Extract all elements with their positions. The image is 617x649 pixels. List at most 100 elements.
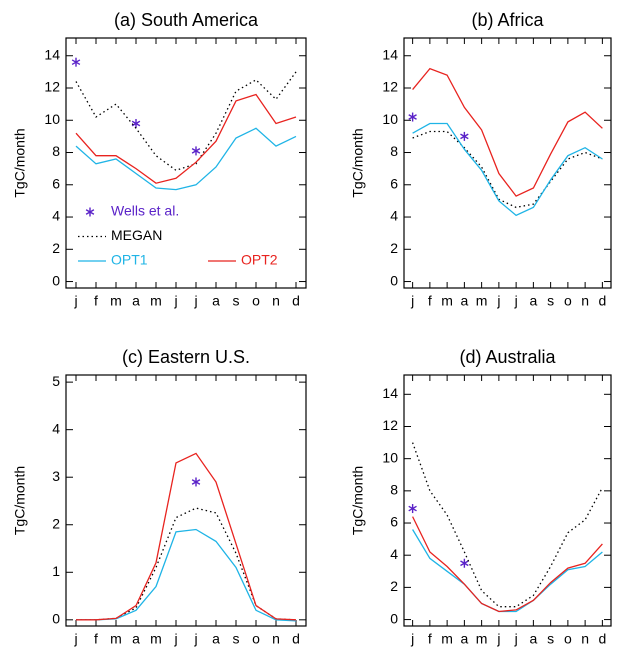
x-tick-label: m xyxy=(476,293,488,309)
y-tick-label: 0 xyxy=(390,610,398,626)
axes-frame xyxy=(403,374,612,627)
x-tick-label: n xyxy=(272,293,280,309)
x-tick-label: o xyxy=(252,293,260,309)
marker-stroke xyxy=(191,479,201,485)
x-tick-label: f xyxy=(94,631,98,647)
y-tick-label: 0 xyxy=(52,272,60,288)
x-tick-label: n xyxy=(581,631,589,647)
x-tick-label: m xyxy=(110,631,122,647)
x-tick-label: o xyxy=(252,631,260,647)
marker-stroke xyxy=(71,59,81,66)
x-tick-label: a xyxy=(529,631,537,647)
series-line xyxy=(76,452,297,621)
x-tick-label: d xyxy=(292,293,300,309)
axes-frame xyxy=(65,374,307,627)
x-tick-label: m xyxy=(441,631,453,647)
x-tick-label: n xyxy=(581,293,589,309)
marker-stroke xyxy=(191,148,201,154)
series-line xyxy=(76,507,297,621)
y-tick-label: 4 xyxy=(52,420,60,436)
marker xyxy=(460,558,469,568)
marker xyxy=(408,112,417,122)
y-tick-label: 14 xyxy=(382,46,398,62)
series-line xyxy=(411,442,603,608)
y-tick-label: 14 xyxy=(382,385,398,401)
x-tick-label: a xyxy=(132,631,140,647)
legend-label: MEGAN xyxy=(111,227,162,243)
series-line xyxy=(412,122,603,217)
y-tick-label: 4 xyxy=(390,546,398,562)
axes-frame xyxy=(65,37,307,289)
marker-stroke xyxy=(460,560,469,567)
x-tick-label: j xyxy=(514,293,518,309)
y-tick-label: 0 xyxy=(52,611,60,627)
y-tick-label: 12 xyxy=(382,417,398,433)
x-tick-label: f xyxy=(428,293,432,309)
marker xyxy=(191,146,201,156)
y-tick-label: 6 xyxy=(52,175,60,191)
y-tick-label: 1 xyxy=(52,563,60,579)
legend-label: OPT2 xyxy=(241,252,278,268)
y-tick-label: 6 xyxy=(390,175,398,191)
y-tick-label: 2 xyxy=(390,578,398,594)
marker xyxy=(460,131,469,141)
x-tick-label: m xyxy=(150,293,162,309)
marker-stroke xyxy=(85,209,95,215)
x-tick-label: a xyxy=(460,631,468,647)
y-tick-label: 5 xyxy=(52,373,60,389)
legend-label: Wells et al. xyxy=(111,203,179,219)
y-tick-label: 2 xyxy=(52,240,60,256)
x-tick-label: d xyxy=(292,631,300,647)
x-tick-label: a xyxy=(212,631,220,647)
x-tick-label: o xyxy=(564,293,572,309)
x-tick-label: j xyxy=(410,293,414,309)
plot-area xyxy=(76,452,297,622)
y-axis-label: TgC/month xyxy=(12,128,28,197)
legend-label: OPT1 xyxy=(111,252,148,268)
marker xyxy=(191,477,201,487)
series-line xyxy=(412,67,603,197)
series-line xyxy=(412,529,603,613)
x-tick-label: s xyxy=(547,631,554,647)
y-tick-label: 12 xyxy=(382,79,398,95)
y-axis-label: TgC/month xyxy=(350,466,366,535)
plot-area xyxy=(408,67,603,217)
x-tick-label: j xyxy=(496,293,500,309)
panel-title: (c) Eastern U.S. xyxy=(122,347,250,367)
y-tick-label: 10 xyxy=(382,111,398,127)
x-tick-label: s xyxy=(547,293,554,309)
y-tick-label: 10 xyxy=(44,111,60,127)
x-tick-label: m xyxy=(150,631,162,647)
x-tick-label: j xyxy=(496,631,500,647)
marker-stroke xyxy=(408,114,417,120)
x-tick-label: a xyxy=(132,293,140,309)
x-tick-label: a xyxy=(529,293,537,309)
axes-frame xyxy=(403,37,612,289)
marker xyxy=(408,504,417,514)
x-tick-label: j xyxy=(193,631,197,647)
y-tick-label: 10 xyxy=(382,449,398,465)
y-tick-label: 0 xyxy=(390,272,398,288)
x-tick-label: j xyxy=(514,631,518,647)
y-tick-label: 8 xyxy=(390,143,398,159)
x-tick-label: a xyxy=(212,293,220,309)
marker xyxy=(131,118,141,128)
x-tick-label: j xyxy=(173,631,177,647)
x-tick-label: j xyxy=(193,293,197,309)
x-tick-label: j xyxy=(173,293,177,309)
marker-stroke xyxy=(460,133,469,140)
marker-stroke xyxy=(131,120,141,127)
x-tick-label: j xyxy=(410,631,414,647)
plot-area xyxy=(71,57,297,191)
marker-stroke xyxy=(408,505,417,512)
y-tick-label: 14 xyxy=(44,46,60,62)
y-tick-label: 4 xyxy=(52,208,60,224)
x-tick-label: f xyxy=(94,293,98,309)
x-tick-label: j xyxy=(73,631,77,647)
series-line xyxy=(412,130,603,209)
series-line xyxy=(75,127,297,191)
x-tick-label: s xyxy=(233,631,240,647)
x-tick-label: d xyxy=(598,293,606,309)
panel-title: (a) South America xyxy=(114,10,259,30)
